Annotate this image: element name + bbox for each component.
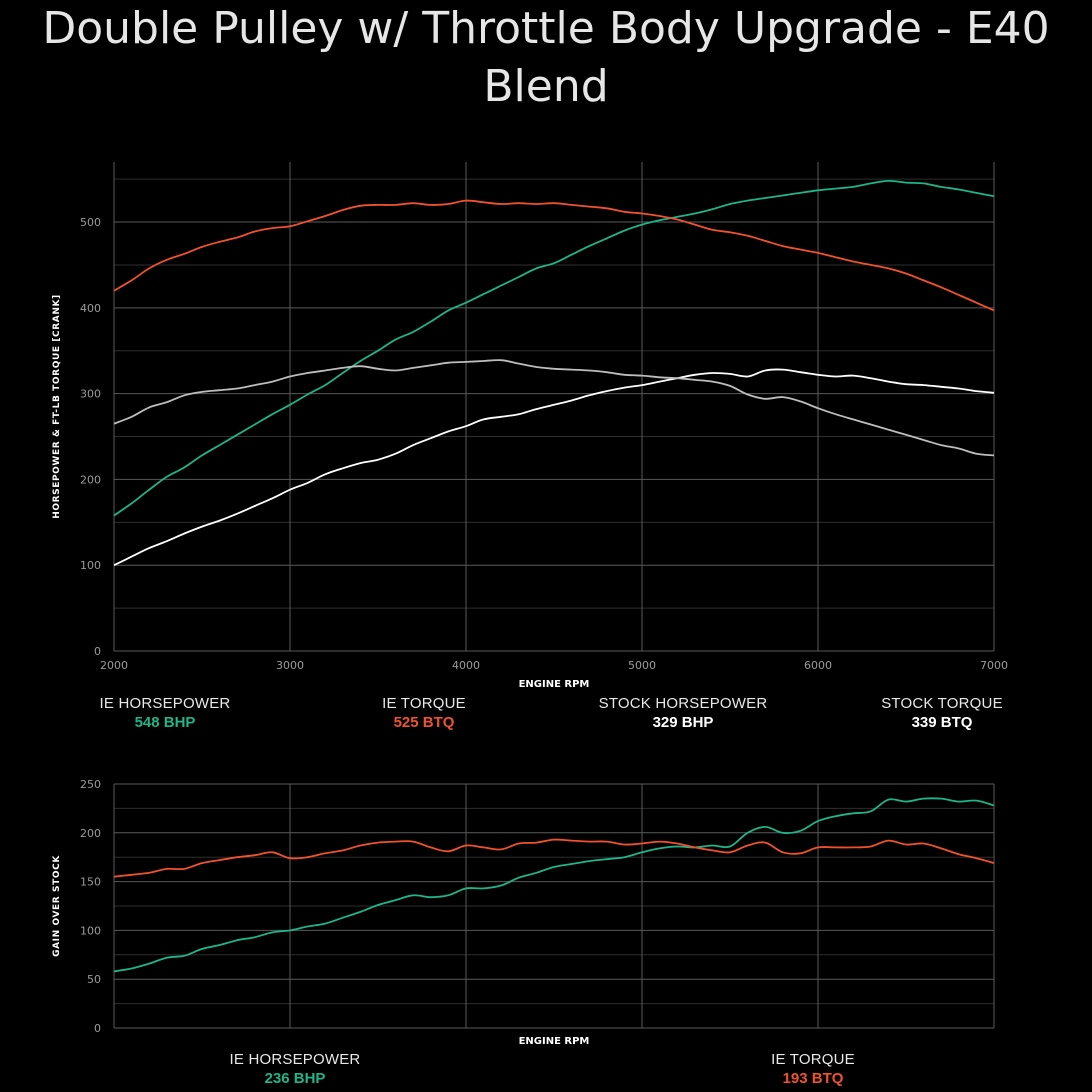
y-tick-label: 400: [80, 302, 101, 315]
legend-stock-torque: STOCK TORQUE 339 BTQ: [842, 695, 1042, 731]
ie-torque-line: [113, 838, 995, 878]
legend-label: STOCK TORQUE: [881, 695, 1003, 712]
y-tick-label: 0: [94, 645, 101, 658]
y-axis-label: GAIN OVER STOCK: [52, 855, 62, 957]
legend-value: 339 BTQ: [911, 714, 973, 731]
legend-stock-horsepower: STOCK HORSEPOWER 329 BHP: [583, 695, 783, 731]
stock-horsepower-line: [113, 368, 995, 567]
legend-label: IE TORQUE: [771, 1051, 855, 1068]
y-tick-label: 100: [80, 559, 101, 572]
x-tick-label: 7000: [980, 659, 1008, 672]
y-tick-label: 250: [80, 778, 101, 791]
y-tick-label: 50: [87, 973, 101, 986]
y-tick-label: 500: [80, 216, 101, 229]
x-tick-label: 2000: [100, 659, 128, 672]
legend-label: IE TORQUE: [382, 695, 466, 712]
y-tick-label: 150: [80, 876, 101, 889]
legend-label: IE HORSEPOWER: [229, 1051, 361, 1068]
y-tick-label: 300: [80, 388, 101, 401]
x-tick-label: 3000: [276, 659, 304, 672]
x-tick-label: 5000: [628, 659, 656, 672]
legend-label: STOCK HORSEPOWER: [598, 695, 768, 712]
y-axis-label: HORSEPOWER & FT-LB TORQUE [CRANK]: [52, 294, 62, 519]
legend-label: IE HORSEPOWER: [99, 695, 231, 712]
x-tick-label: 4000: [452, 659, 480, 672]
y-tick-label: 200: [80, 473, 101, 486]
ie-torque-line: [113, 199, 995, 312]
legend-ie-torque: IE TORQUE 525 BTQ: [324, 695, 524, 731]
y-tick-label: 100: [80, 924, 101, 937]
y-tick-label: 0: [94, 1022, 101, 1035]
ie-horsepower-line: [113, 179, 995, 517]
legend-value: 329 BHP: [652, 714, 714, 731]
x-axis-label: ENGINE RPM: [519, 1036, 590, 1047]
legend-value: 236 BHP: [264, 1070, 326, 1087]
legend-value: 525 BTQ: [393, 714, 455, 731]
legend-value: 193 BTQ: [782, 1070, 844, 1087]
x-tick-label: 6000: [804, 659, 832, 672]
ie-horsepower-line: [113, 797, 995, 973]
stock-torque-line: [113, 359, 995, 457]
x-axis-label: ENGINE RPM: [519, 679, 590, 690]
legend-value: 548 BHP: [134, 714, 196, 731]
legend-ie-torque: IE TORQUE 193 BTQ: [713, 1051, 913, 1087]
y-tick-label: 200: [80, 827, 101, 840]
legend-ie-horsepower: IE HORSEPOWER 236 BHP: [195, 1051, 395, 1087]
legend-ie-horsepower: IE HORSEPOWER 548 BHP: [65, 695, 265, 731]
page-title: Double Pulley w/ Throttle Body Upgrade -…: [42, 3, 1050, 112]
